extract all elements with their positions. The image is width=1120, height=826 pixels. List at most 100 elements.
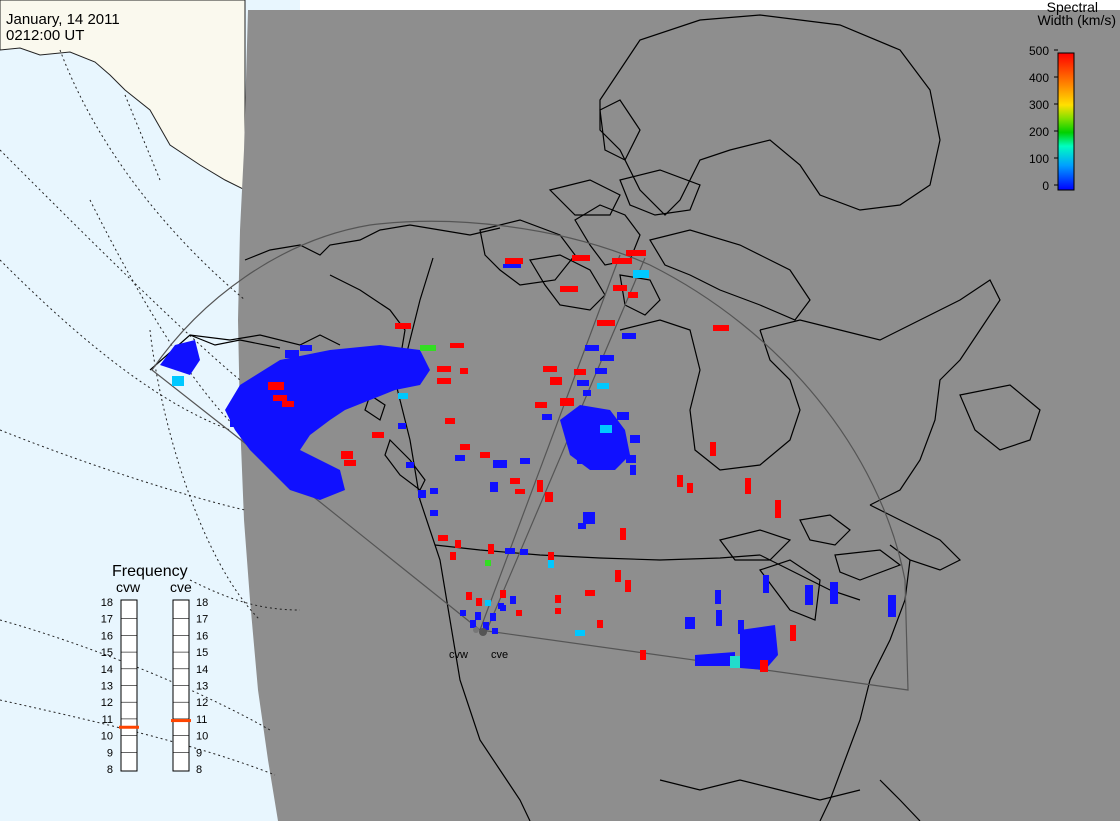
frequency-tick-label: 12 bbox=[101, 697, 113, 709]
radar-echo-cell bbox=[537, 480, 543, 492]
frequency-tick-label: 9 bbox=[196, 747, 202, 759]
colorbar-tick-label: 500 bbox=[1029, 44, 1049, 58]
radar-echo-cell bbox=[560, 286, 578, 292]
echo-cell-cyan bbox=[730, 656, 740, 668]
radar-echo-cell bbox=[543, 366, 557, 372]
coastlines bbox=[149, 14, 1041, 822]
radar-echo-cell bbox=[595, 368, 607, 374]
radar-echo-cell bbox=[437, 378, 451, 384]
radar-echo-cell bbox=[555, 608, 561, 614]
radar-echo-cell bbox=[805, 585, 813, 605]
land-alaska bbox=[0, 0, 246, 191]
radar-echo-cell bbox=[455, 455, 465, 461]
colorbar-ticks: 500 400 300 200 100 0 bbox=[1029, 44, 1058, 193]
radar-echo-cell bbox=[398, 393, 408, 399]
frequency-tick-label: 14 bbox=[101, 664, 113, 676]
radar-site-marker bbox=[479, 628, 487, 636]
radar-echo-cell bbox=[520, 549, 528, 555]
radar-echo-cell bbox=[685, 617, 695, 629]
radar-echo-cell bbox=[775, 500, 781, 518]
echo-region-alaska bbox=[160, 340, 200, 375]
radar-echo-cell bbox=[577, 380, 589, 386]
radar-echo-cell bbox=[716, 610, 722, 626]
radar-echo-cell bbox=[628, 292, 638, 298]
radar-echo-cell bbox=[545, 492, 553, 502]
graticule bbox=[0, 49, 301, 776]
radar-echo-cell bbox=[585, 590, 595, 596]
frequency-tick-label: 16 bbox=[196, 630, 208, 642]
freq-radar-label-cve: cve bbox=[170, 579, 192, 595]
radar-echo-cell bbox=[763, 575, 769, 593]
date-label: January, 14 2011 bbox=[6, 11, 120, 28]
radar-echo-cell bbox=[172, 376, 184, 386]
radar-echo-cell bbox=[395, 323, 411, 329]
radar-echo-cell bbox=[548, 552, 554, 564]
radar-echo-cell bbox=[282, 401, 294, 407]
radar-echo-cell bbox=[583, 390, 591, 396]
radar-echo-cell bbox=[230, 413, 238, 427]
radar-label-cvw: cvw bbox=[449, 649, 468, 661]
radar-echo-cell bbox=[505, 548, 515, 554]
radar-echo-cell bbox=[535, 402, 547, 408]
colorbar-tick-label: 300 bbox=[1029, 98, 1049, 112]
radar-echo-cell bbox=[626, 455, 636, 463]
radar-echo-cell bbox=[620, 528, 626, 540]
radar-echo-cell bbox=[476, 598, 482, 606]
radar-echo-cell bbox=[500, 590, 506, 598]
radar-echo-cell bbox=[300, 345, 312, 351]
radar-echo-cell bbox=[438, 535, 448, 541]
freq-radar-label-cvw: cvw bbox=[116, 579, 141, 595]
radar-echo-cell bbox=[255, 440, 263, 452]
radar-echo-cell bbox=[745, 478, 751, 494]
radar-echo-cell bbox=[760, 660, 768, 672]
radar-echo-cell bbox=[430, 510, 438, 516]
frequency-tick-label: 15 bbox=[196, 647, 208, 659]
frequency-tick-label: 11 bbox=[102, 714, 113, 726]
radar-echo-cell bbox=[344, 460, 356, 466]
radar-echo-cell bbox=[640, 650, 646, 660]
radar-echo-cell bbox=[548, 560, 554, 568]
radar-echo-cell bbox=[510, 596, 516, 604]
radar-echo-cell bbox=[406, 462, 414, 468]
radar-echo-cell bbox=[437, 366, 451, 372]
radar-echo-cell bbox=[488, 544, 494, 554]
frequency-tick-label: 13 bbox=[101, 681, 113, 693]
colorbar-title-line2: Width (km/s) bbox=[1037, 12, 1116, 28]
radar-echo-cell bbox=[450, 343, 464, 348]
radar-echo-cell bbox=[600, 355, 614, 361]
radar-echo-cell bbox=[500, 605, 506, 611]
time-label: 0212:00 UT bbox=[6, 27, 84, 44]
frequency-tick-label: 17 bbox=[101, 614, 113, 626]
radar-echo-cell bbox=[597, 320, 615, 326]
radar-echo-cell bbox=[687, 483, 693, 493]
colorbar-tick-label: 400 bbox=[1029, 71, 1049, 85]
radar-echo-cell bbox=[285, 350, 299, 358]
radar-echo-cell bbox=[612, 258, 632, 264]
radar-echo-cell bbox=[268, 382, 284, 390]
radar-echo-cell bbox=[490, 482, 498, 492]
frequency-title: Frequency bbox=[112, 563, 188, 580]
radar-echo-cell bbox=[516, 610, 522, 616]
radar-echo-cell bbox=[485, 560, 491, 566]
radar-echo-cell bbox=[470, 620, 476, 628]
radar-echo-cell bbox=[273, 395, 287, 401]
radar-echo-cell bbox=[622, 333, 636, 339]
frequency-tick-label: 15 bbox=[101, 647, 113, 659]
radar-echo-cell bbox=[503, 264, 521, 268]
radar-echo-cell bbox=[597, 383, 609, 389]
frequency-tick-label: 18 bbox=[196, 597, 208, 609]
frequency-tick-label: 17 bbox=[196, 614, 208, 626]
radar-echo-cell bbox=[460, 444, 470, 450]
radar-echo-cell bbox=[597, 620, 603, 628]
echo-region-central bbox=[560, 405, 630, 470]
radar-echo-cell bbox=[572, 255, 590, 261]
radar-echo-cell bbox=[480, 452, 490, 458]
echo-region-east-2 bbox=[695, 652, 735, 666]
frequency-tick-label: 12 bbox=[196, 697, 208, 709]
radar-echo-cell bbox=[630, 465, 636, 475]
radar-echo-cell bbox=[600, 425, 612, 433]
radar-echo-cell bbox=[418, 490, 426, 498]
frequency-tick-label: 9 bbox=[107, 747, 113, 759]
frequency-tick-label: 8 bbox=[107, 764, 113, 776]
